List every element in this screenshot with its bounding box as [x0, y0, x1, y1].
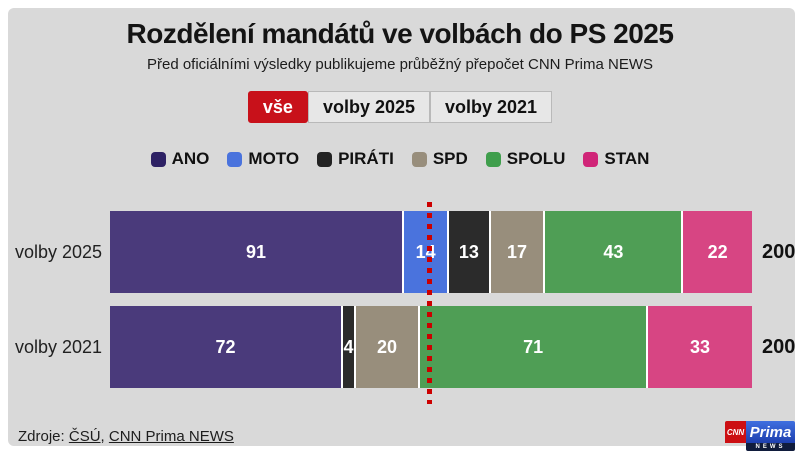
segment-value: 14 [415, 241, 436, 262]
segment-value: 72 [215, 336, 236, 357]
segment-value: 4 [343, 336, 354, 357]
segment-value: 33 [689, 336, 710, 357]
bar-segment-ano[interactable]: 72 [110, 306, 342, 388]
majority-threshold-line [427, 202, 432, 404]
sources-label: Zdroje: [18, 428, 65, 445]
page-title: Rozdělení mandátů ve volbách do PS 2025 [126, 18, 674, 49]
bar-segment-ano[interactable]: 91 [110, 211, 403, 293]
chart-legend: ANO MOTO PIRÁTI SPD SPOLU STAN [0, 149, 800, 169]
row-total: 200 [762, 240, 796, 263]
legend-item-stan: STAN [583, 149, 649, 169]
row-label: volby 2025 [15, 241, 103, 262]
page-subtitle: Před oficiálními výsledky publikujeme pr… [146, 56, 654, 73]
legend-label: MOTO [248, 149, 300, 168]
bar-segment-spolu[interactable]: 71 [418, 306, 647, 388]
stacked-bar: 91 14 13 17 43 22 [110, 211, 752, 293]
legend-label: PIRÁTI [338, 149, 394, 168]
segment-value: 91 [246, 241, 267, 262]
legend-swatch-icon [485, 151, 501, 167]
tab-vse[interactable]: vše [247, 91, 308, 123]
legend-item-spd: SPD [411, 149, 468, 169]
source-link-cnn-prima[interactable]: CNN Prima NEWS [108, 428, 234, 445]
segment-value: 13 [458, 241, 479, 262]
segment-value: 71 [523, 336, 544, 357]
bar-segment-stan[interactable]: 33 [646, 306, 752, 388]
legend-label: SPD [432, 149, 468, 168]
bar-segment-piráti[interactable]: 13 [447, 211, 489, 293]
prima-logo-icon: Prima [746, 421, 795, 443]
segment-value: 43 [603, 241, 624, 262]
segment-value: 22 [707, 241, 728, 262]
chart-row-volby-2025: volby 2025 91 14 13 17 43 22 200 [0, 211, 800, 293]
tab-volby-2021[interactable]: volby 2021 [430, 91, 553, 123]
bar-segment-spd[interactable]: 17 [488, 211, 544, 293]
bar-segment-moto[interactable]: 14 [402, 211, 448, 293]
view-tabs: vše volby 2025 volby 2021 [0, 91, 800, 123]
legend-item-piráti: PIRÁTI [317, 149, 394, 169]
sources-note: Zdroje: ČSÚ, CNN Prima NEWS [18, 428, 234, 445]
cnn-logo-icon: CNN [725, 421, 746, 443]
legend-swatch-icon [227, 151, 243, 167]
segment-value: 17 [507, 241, 528, 262]
row-label: volby 2021 [15, 336, 103, 357]
legend-swatch-icon [150, 151, 166, 167]
legend-label: STAN [604, 149, 650, 168]
segment-value: 20 [377, 336, 398, 357]
bar-segment-stan[interactable]: 22 [681, 211, 752, 293]
bar-segment-piráti[interactable]: 4 [341, 306, 354, 388]
legend-item-moto: MOTO [227, 149, 299, 169]
legend-item-spolu: SPOLU [485, 149, 566, 169]
stacked-bar: 72 4 20 71 33 [110, 306, 752, 388]
legend-swatch-icon [317, 151, 333, 167]
legend-item-ano: ANO [150, 149, 210, 169]
chart-row-volby-2021: volby 2021 72 4 20 71 33 200 [0, 306, 800, 388]
sources-separator: , [100, 428, 109, 445]
legend-label: SPOLU [506, 149, 566, 168]
legend-swatch-icon [411, 151, 427, 167]
row-total: 200 [762, 335, 796, 358]
source-link-csu[interactable]: ČSÚ [68, 428, 101, 445]
tab-volby-2025[interactable]: volby 2025 [307, 91, 431, 123]
news-logo-label: NEWS [746, 443, 795, 451]
legend-label: ANO [171, 149, 210, 168]
bar-segment-spolu[interactable]: 43 [543, 211, 682, 293]
legend-swatch-icon [583, 151, 599, 167]
bar-segment-spd[interactable]: 20 [353, 306, 419, 388]
cnn-prima-news-logo: CNN Prima NEWS [725, 421, 795, 451]
